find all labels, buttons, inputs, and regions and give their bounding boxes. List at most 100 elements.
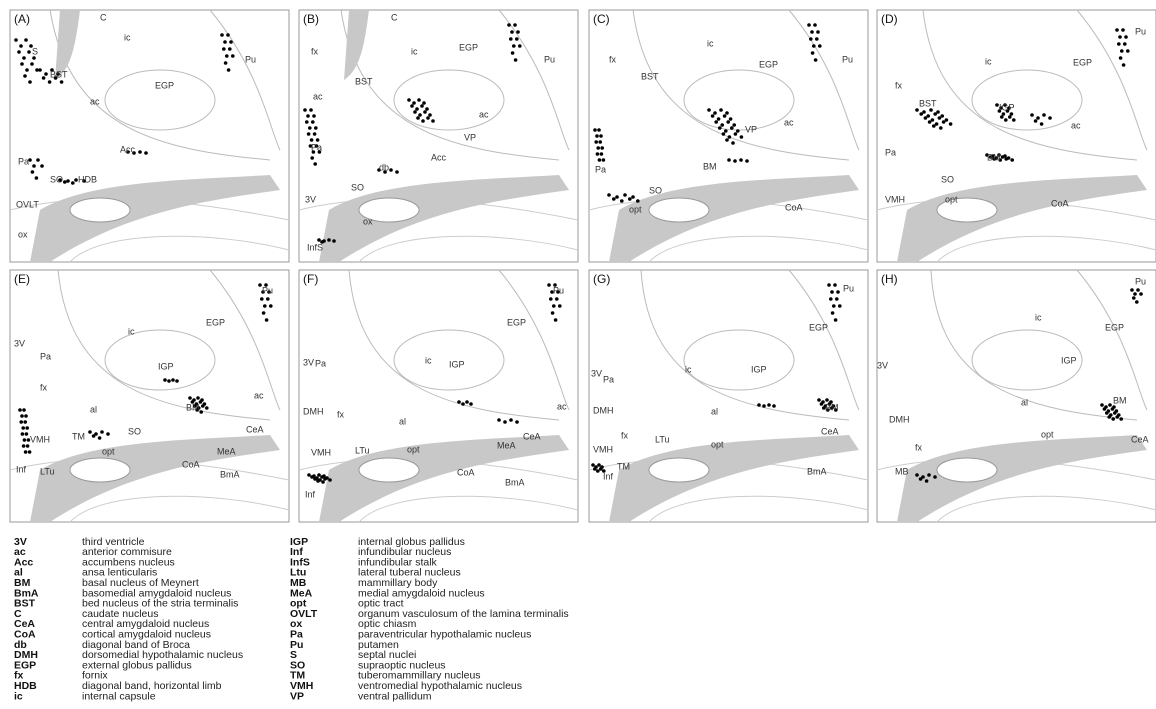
cell-dot <box>515 420 519 424</box>
cell-dot <box>1117 42 1121 46</box>
cell-dot <box>739 158 743 162</box>
cell-dot <box>190 400 195 404</box>
cell-dot <box>707 108 711 112</box>
cell-dot <box>74 178 78 182</box>
cell-dot <box>727 158 731 162</box>
cell-dot <box>428 113 432 117</box>
region-label: EGP <box>1105 322 1124 332</box>
cell-dot <box>94 432 98 436</box>
cell-dot <box>58 178 62 182</box>
cell-dot <box>175 379 179 383</box>
cell-dot <box>407 98 411 102</box>
cell-dot <box>305 120 309 124</box>
cell-dot <box>20 414 24 418</box>
cell-dot <box>716 117 721 121</box>
cell-dot <box>167 379 171 383</box>
cell-dot <box>1048 116 1052 120</box>
region-label: opt <box>945 194 958 204</box>
region-label: LTu <box>40 466 55 476</box>
cell-dot <box>939 126 943 130</box>
region-label: Pu <box>245 54 256 64</box>
legend-abbr: ic <box>14 690 23 702</box>
ventricle <box>30 175 280 262</box>
region-label: InfS <box>307 242 323 252</box>
cell-dot <box>44 72 48 76</box>
cell-dot <box>710 114 715 118</box>
cell-dot <box>818 44 822 48</box>
cell-dot <box>20 62 24 66</box>
legend-abbr: CoA <box>14 628 36 640</box>
cell-dot <box>817 398 821 402</box>
outline <box>358 235 579 263</box>
cell-dot <box>303 108 307 112</box>
cell-dot <box>309 108 313 112</box>
cell-dot <box>1008 115 1012 119</box>
legend-abbr: Pa <box>290 628 303 640</box>
cell-dot <box>56 72 60 76</box>
cell-dot <box>226 68 231 72</box>
region-label: ic <box>411 46 418 56</box>
cell-dot <box>431 119 435 123</box>
cell-dot <box>1003 103 1007 107</box>
cell-dot <box>767 403 771 407</box>
region-label: Pu <box>553 285 564 295</box>
cell-dot <box>100 430 104 434</box>
legend-abbr: ac <box>14 546 26 558</box>
cell-dot <box>201 404 205 408</box>
cell-dot <box>745 159 749 163</box>
region-label: SO <box>941 174 954 184</box>
cell-dot <box>1136 288 1140 292</box>
cell-dot <box>497 418 501 422</box>
cell-dot <box>1120 49 1124 53</box>
cell-dot <box>196 396 200 400</box>
legend-abbr: MeA <box>290 587 313 599</box>
cell-dot <box>733 132 738 136</box>
cell-dot <box>509 418 513 422</box>
cell-dot <box>27 450 32 454</box>
region-label: Pa <box>603 374 614 384</box>
cell-dot <box>410 104 414 108</box>
cell-dot <box>416 116 420 120</box>
cell-dot <box>195 408 199 412</box>
legend-definition: optic chiasm <box>358 618 417 630</box>
cell-dot <box>126 150 130 154</box>
cell-dot <box>223 61 228 65</box>
outline <box>971 329 1083 391</box>
cell-dot <box>919 112 923 116</box>
cell-dot <box>193 404 197 408</box>
cell-dot <box>421 119 425 123</box>
cell-dot <box>1121 28 1125 32</box>
cell-dot <box>722 114 727 118</box>
region-label: ac <box>313 91 323 101</box>
cell-dot <box>171 378 175 382</box>
cell-dot <box>762 404 766 408</box>
cell-dot <box>261 290 265 294</box>
outline <box>936 495 1156 523</box>
cell-dot <box>937 116 942 120</box>
cell-dot <box>1119 417 1123 421</box>
cell-dot <box>30 62 34 66</box>
cell-dot <box>596 469 600 473</box>
legend-definition: putamen <box>358 639 399 651</box>
cell-dot <box>730 126 734 130</box>
cell-dot <box>24 414 28 418</box>
cell-dot <box>323 477 327 481</box>
cell-dot <box>1139 292 1143 296</box>
cell-dot <box>313 477 317 481</box>
cell-dot <box>1105 411 1109 415</box>
cell-dot <box>32 164 36 168</box>
cell-dot <box>18 408 22 412</box>
outline <box>683 329 795 391</box>
cell-dot <box>308 144 313 148</box>
atlas-panel: (E) Pu ic EGP 3V Pa IGP fx al BM ac CeA VMH TM SO opt Me… <box>9 269 290 523</box>
cell-dot <box>316 479 320 483</box>
region-label: ac <box>1071 120 1081 130</box>
cell-dot <box>985 153 989 157</box>
cell-dot <box>813 23 817 27</box>
region-label: ic <box>124 32 131 42</box>
atlas-panel: (D) Pu fx ic EGP BST IGP ac Pa BM SO VMH opt CoA <box>876 9 1156 263</box>
region-label: VMH <box>30 434 50 444</box>
region-label: Pu <box>1135 26 1146 36</box>
cell-dot <box>1124 35 1128 39</box>
cell-dot <box>320 475 324 479</box>
